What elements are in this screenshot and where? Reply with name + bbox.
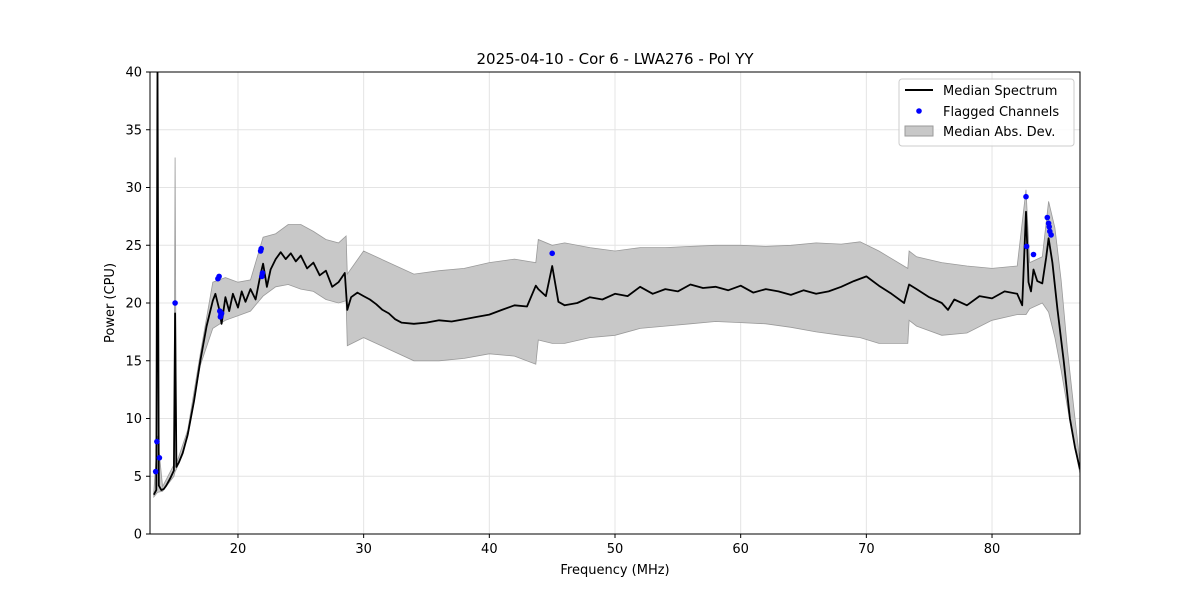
flagged-channel-point — [1023, 243, 1030, 250]
y-tick-label: 35 — [125, 123, 142, 138]
median-spectrum-line — [153, 72, 1080, 496]
flagged-channel-point — [1044, 214, 1051, 221]
legend-mad-swatch — [904, 125, 934, 137]
y-axis-ticks: 0 5 10 15 20 25 30 35 40 — [125, 66, 150, 543]
flagged-points-layer — [152, 193, 1054, 475]
flagged-channel-point — [549, 250, 555, 257]
y-tick-label: 5 — [134, 470, 142, 485]
y-tick-label: 30 — [125, 181, 142, 196]
y-tick-label: 15 — [125, 354, 142, 369]
y-tick-label: 10 — [125, 412, 142, 427]
mad-band — [153, 157, 1080, 499]
y-tick-label: 20 — [125, 297, 142, 312]
legend-median-label: Median Spectrum — [943, 84, 1057, 99]
flagged-channel-point — [1023, 193, 1029, 200]
legend-mad-label: Median Abs. Dev. — [943, 125, 1055, 140]
x-axis-ticks: 20 30 40 50 60 70 80 — [230, 534, 1001, 557]
legend-flagged-marker — [916, 108, 922, 114]
flagged-channel-point — [1046, 224, 1052, 230]
flagged-channel-point — [1048, 232, 1054, 238]
flagged-channel-point — [152, 468, 159, 475]
flagged-channel-point — [218, 310, 225, 317]
x-tick-label: 80 — [984, 542, 1001, 557]
x-tick-label: 60 — [732, 542, 749, 557]
y-tick-label: 25 — [125, 239, 142, 254]
median-line-layer — [153, 72, 1080, 496]
flagged-channel-point — [258, 245, 265, 252]
x-tick-label: 40 — [481, 542, 498, 557]
x-tick-label: 70 — [858, 542, 875, 557]
flagged-channel-point — [156, 455, 163, 461]
flagged-channel-point — [259, 270, 266, 276]
x-tick-label: 50 — [607, 542, 624, 557]
x-tick-label: 20 — [230, 542, 247, 557]
flagged-channel-point — [216, 273, 222, 280]
y-tick-label: 40 — [125, 66, 142, 81]
y-tick-label: 0 — [134, 528, 142, 543]
legend: Median Spectrum Flagged Channels Median … — [898, 78, 1075, 147]
flagged-channel-point — [172, 300, 178, 306]
flagged-channel-point — [1030, 251, 1037, 258]
legend-flagged-label: Flagged Channels — [943, 105, 1059, 120]
chart-title: 2025-04-10 - Cor 6 - LWA276 - Pol YY — [477, 50, 755, 68]
flagged-channel-point — [154, 438, 160, 445]
mad-band-layer — [153, 157, 1080, 499]
legend-box — [898, 78, 1075, 147]
y-axis-label: Power (CPU) — [103, 263, 118, 343]
x-tick-label: 30 — [355, 542, 372, 557]
x-axis-label: Frequency (MHz) — [560, 563, 669, 578]
